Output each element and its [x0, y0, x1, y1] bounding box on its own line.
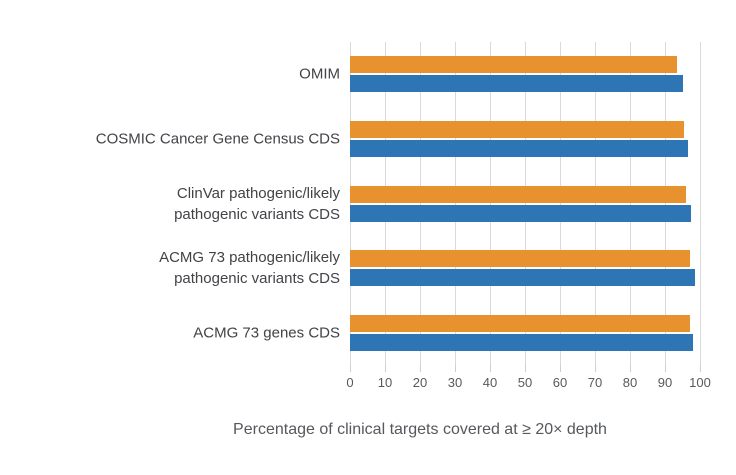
x-tick [385, 365, 386, 372]
category-labels: OMIM COSMIC Cancer Gene Census CDS ClinVar… [0, 42, 340, 365]
x-tick [420, 365, 421, 372]
x-tick-label: 20 [412, 375, 428, 390]
bar-orange [350, 314, 690, 332]
x-tick-label: 30 [447, 375, 463, 390]
x-axis-title: Percentage of clinical targets covered a… [233, 421, 607, 438]
grid-line [420, 42, 421, 365]
grid-line [455, 42, 456, 365]
grid-line [350, 42, 351, 365]
x-tick [665, 365, 666, 372]
grid-line [630, 42, 631, 365]
x-tick [560, 365, 561, 372]
bar-blue [350, 204, 692, 222]
x-tick-label: 60 [552, 375, 568, 390]
x-tick-label: 90 [657, 375, 673, 390]
x-tick [630, 365, 631, 372]
grid-line [490, 42, 491, 365]
x-tick [455, 365, 456, 372]
x-tick-label: 40 [482, 375, 498, 390]
grid-line [595, 42, 596, 365]
bar-blue [350, 269, 695, 287]
category-label: COSMIC Cancer Gene Census CDS [95, 130, 340, 148]
x-tick-label: 0 [346, 375, 354, 390]
x-tick [350, 365, 351, 372]
grid-line [525, 42, 526, 365]
grid-line [665, 42, 666, 365]
bar-orange [350, 185, 686, 203]
bar-blue [350, 333, 693, 351]
x-tick [525, 365, 526, 372]
grid-line [700, 42, 701, 365]
x-tick [700, 365, 701, 372]
grid-line [560, 42, 561, 365]
bar-blue [350, 75, 683, 93]
category-label: OMIM [299, 65, 340, 83]
bar-orange [350, 56, 678, 74]
category-label: ClinVar pathogenic/likely pathogenic var… [174, 184, 340, 223]
x-tick-label: 50 [517, 375, 533, 390]
x-tick-label: 100 [689, 375, 711, 390]
x-tick [490, 365, 491, 372]
category-label: ACMG 73 pathogenic/likely pathogenic var… [159, 249, 340, 288]
grid-line [385, 42, 386, 365]
x-tick-label: 10 [377, 375, 393, 390]
x-tick [595, 365, 596, 372]
bar-orange [350, 250, 690, 268]
category-label: ACMG 73 genes CDS [193, 324, 340, 342]
x-tick-label: 80 [622, 375, 638, 390]
bar-blue [350, 139, 688, 157]
x-tick-label: 70 [587, 375, 603, 390]
bar-orange [350, 120, 685, 138]
plot-area [350, 42, 701, 365]
